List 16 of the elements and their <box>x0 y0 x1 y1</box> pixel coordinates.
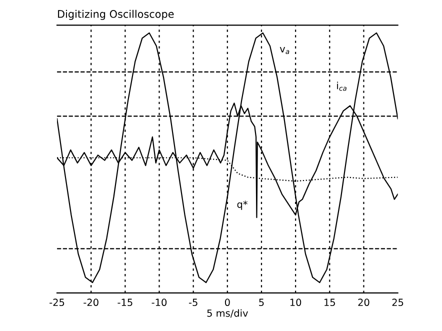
x-tick-label: 5 <box>259 298 264 306</box>
x-tick-label: -15 <box>118 298 132 306</box>
x-axis-title: 5 ms/div <box>207 309 248 318</box>
chart-title: Digitizing Oscilloscope <box>58 10 174 20</box>
x-tick-label: 15 <box>324 298 335 306</box>
x-tick-label: 25 <box>392 298 404 306</box>
x-tick-label: 10 <box>290 298 302 306</box>
x-tick-label: 0 <box>224 298 230 306</box>
x-tick-label: -20 <box>84 298 98 306</box>
annotation: v$_{a}$ <box>280 47 290 54</box>
x-tick-label: -5 <box>188 298 198 306</box>
x-tick-label: -10 <box>152 298 167 306</box>
annotation: i$_{ca}$ <box>337 82 346 91</box>
annotation: q* <box>237 200 248 210</box>
x-tick-label: -25 <box>50 298 64 306</box>
x-tick-label: 20 <box>358 298 370 306</box>
